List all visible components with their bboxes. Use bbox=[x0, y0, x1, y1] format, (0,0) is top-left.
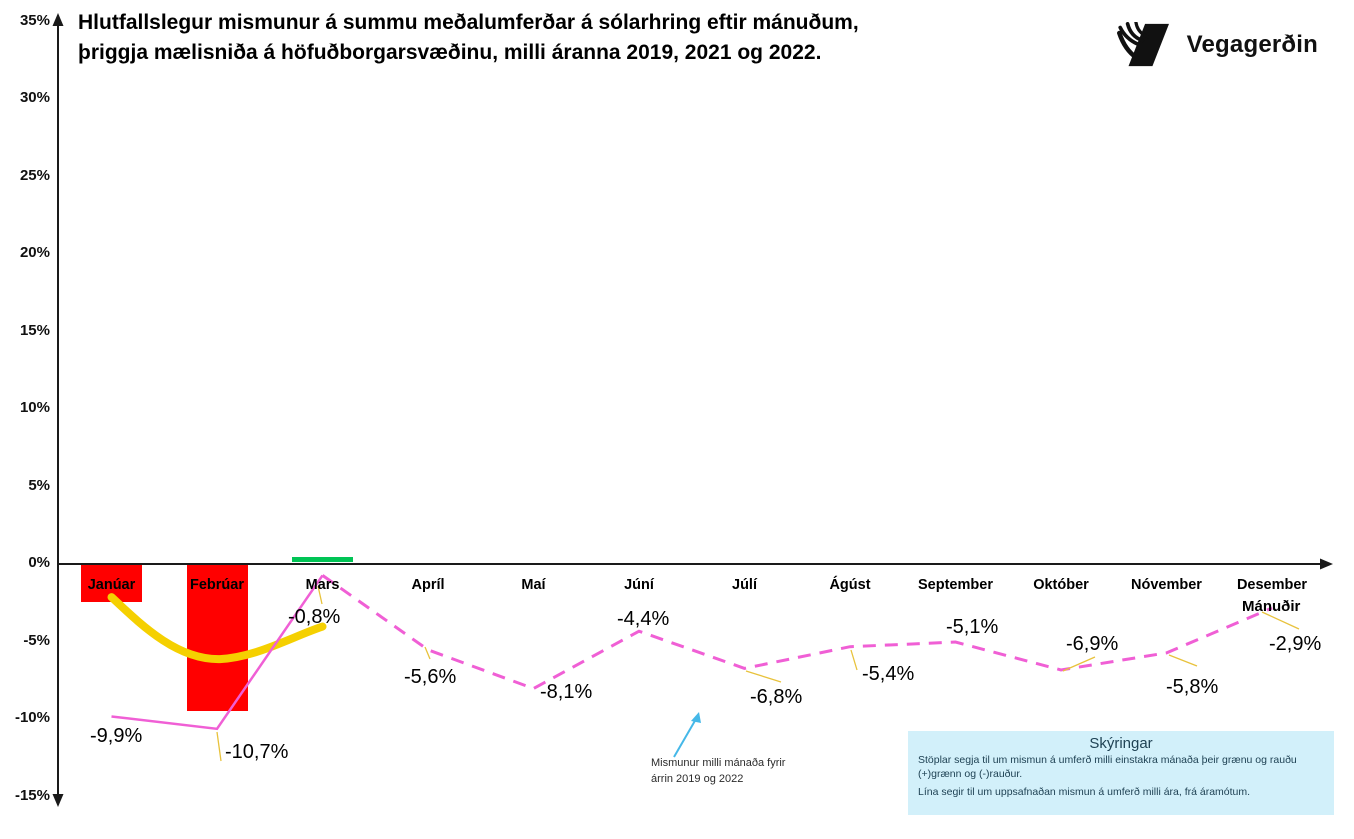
legend-title: Skýringar bbox=[1089, 735, 1153, 752]
month-label-3: Mars bbox=[305, 577, 340, 593]
y-tick-label: 15% bbox=[19, 321, 50, 339]
x-axis-arrow-right bbox=[1320, 558, 1333, 570]
month-label-7: Júlí bbox=[732, 577, 757, 593]
y-tick-label: -5% bbox=[23, 631, 50, 649]
y-tick-label: -15% bbox=[14, 786, 50, 804]
month-label-10: Október bbox=[1033, 577, 1089, 593]
x-axis-title: Mánuðir bbox=[1242, 598, 1301, 615]
label-leader-line bbox=[424, 646, 431, 660]
month-label-8: Ágúst bbox=[829, 577, 871, 593]
month-label-11: Nóvember bbox=[1131, 577, 1202, 593]
y-axis-arrow-down bbox=[52, 794, 64, 807]
point-label-apríl: -5,6% bbox=[404, 666, 457, 688]
legend-paragraph-line: Lína segir til um uppsafnaðan mismun á u… bbox=[918, 786, 1251, 799]
vegagerdin-logo-icon bbox=[1116, 22, 1169, 67]
month-label-12: Desember bbox=[1236, 577, 1308, 593]
month-label-5: Maí bbox=[521, 577, 546, 593]
chart-title: Hlutfallslegur mismunur á summu meðalumf… bbox=[78, 11, 859, 64]
vegagerdin-logo-text: Vegagerðin bbox=[1186, 31, 1318, 58]
y-tick-label: 25% bbox=[19, 166, 50, 184]
month-label-4: Apríl bbox=[411, 577, 445, 593]
y-tick-label: 20% bbox=[19, 244, 50, 261]
month-label-6: Júní bbox=[624, 577, 654, 593]
y-tick-label: 10% bbox=[19, 399, 50, 416]
point-label-júlí: -6,8% bbox=[750, 686, 803, 708]
bar-mars bbox=[292, 557, 353, 562]
y-tick-label: -10% bbox=[14, 709, 50, 726]
label-leader-line bbox=[1062, 656, 1096, 672]
annotation-arrow-line bbox=[673, 718, 697, 758]
y-tick-label: 30% bbox=[19, 89, 50, 106]
point-label-október: -6,9% bbox=[1066, 633, 1119, 655]
legend-box: Skýringar Stöplar segja til um mismun á … bbox=[908, 731, 1334, 815]
point-label-febrúar: -10,7% bbox=[225, 741, 289, 763]
annotation-line-1: Mismunur milli mánaða fyrir bbox=[651, 757, 786, 769]
point-label-ágúst: -5,4% bbox=[862, 663, 915, 685]
y-axis-arrow-up bbox=[52, 13, 64, 26]
point-label-nóvember: -5,8% bbox=[1166, 676, 1219, 698]
month-label-9: September bbox=[918, 577, 993, 593]
annotation-text: Mismunur milli mánaða fyrir árrin 2019 o… bbox=[651, 756, 785, 788]
label-leader-line bbox=[1168, 654, 1198, 667]
point-label-júní: -4,4% bbox=[617, 608, 670, 630]
point-label-janúar: -9,9% bbox=[90, 725, 143, 747]
label-leader-line bbox=[216, 731, 222, 762]
y-tick-label: 35% bbox=[19, 11, 50, 29]
month-label-2: Febrúar bbox=[190, 577, 244, 593]
month-label-1: Janúar bbox=[87, 577, 136, 593]
legend-paragraph-bars: Stöplar segja til um mismun á umferð mil… bbox=[918, 754, 1297, 781]
point-label-desember: -2,9% bbox=[1269, 633, 1322, 655]
point-label-mars: -0,8% bbox=[288, 606, 341, 628]
point-label-maí: -8,1% bbox=[540, 681, 593, 703]
annotation-line-2: árrin 2019 og 2022 bbox=[651, 772, 744, 785]
label-leader-line bbox=[850, 649, 858, 671]
y-tick-label: 0% bbox=[28, 554, 50, 571]
point-label-september: -5,1% bbox=[946, 616, 999, 638]
y-tick-label: 5% bbox=[28, 476, 50, 494]
vegagerdin-logo: Vegagerðin bbox=[1116, 22, 1318, 68]
annotation-arrow-head bbox=[691, 712, 701, 723]
label-leader-line bbox=[745, 670, 782, 683]
